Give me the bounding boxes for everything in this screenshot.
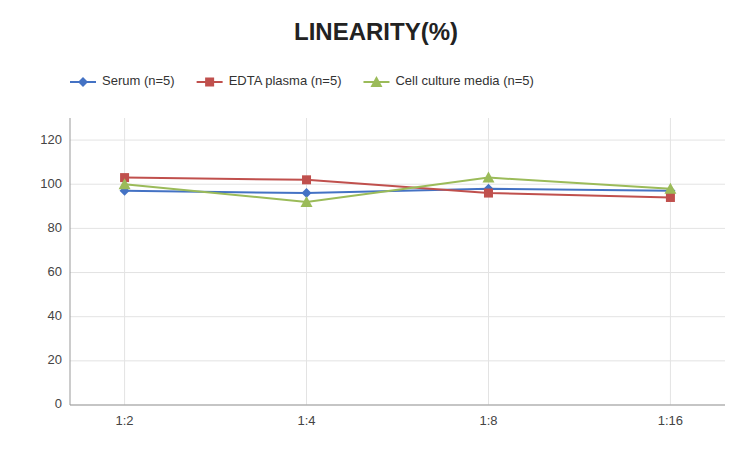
y-tick-label: 40 — [48, 308, 62, 323]
grid — [70, 118, 725, 405]
x-tick-label: 1:8 — [479, 413, 497, 428]
x-tick-label: 1:16 — [658, 413, 683, 428]
grid-line-x — [124, 118, 125, 405]
legend-label: EDTA plasma (n=5) — [229, 73, 342, 88]
grid-line-y — [70, 316, 725, 317]
grid-line-x — [488, 118, 489, 405]
point-marker — [484, 189, 493, 198]
point-marker — [119, 178, 131, 189]
series — [119, 172, 677, 207]
legend-item: EDTA plasma (n=5) — [197, 73, 342, 88]
series-line — [125, 178, 671, 202]
series — [120, 173, 675, 202]
grid-line-y — [70, 140, 725, 141]
legend-swatch-marker — [370, 76, 382, 87]
point-marker — [301, 196, 313, 207]
grid-line-y — [70, 184, 725, 185]
legend-label: Serum (n=5) — [102, 73, 175, 88]
legend-item: Serum (n=5) — [70, 73, 175, 88]
y-tick-label: 100 — [40, 176, 62, 191]
y-tick-label: 20 — [48, 352, 62, 367]
point-marker — [482, 172, 494, 183]
chart: LINEARITY(%) 0 20 40 60 80 100 120 1:2 1:4 1:8 1:16… — [0, 0, 752, 451]
x-tick-label: 1:4 — [297, 413, 315, 428]
y-tick-label: 0 — [55, 396, 62, 411]
legend-swatch-marker — [205, 78, 214, 87]
legend-label: Cell culture media (n=5) — [395, 73, 533, 88]
series-line — [125, 178, 671, 198]
grid-line-y — [70, 228, 725, 229]
point-marker — [666, 193, 675, 202]
x-axis-line — [70, 405, 725, 406]
grid-line-y — [70, 405, 725, 406]
grid-line-y — [70, 272, 725, 273]
grid-line-x — [306, 118, 307, 405]
grid-line-y — [70, 360, 725, 361]
grid-line-x — [670, 118, 671, 405]
legend-swatch-marker — [78, 77, 88, 87]
title: LINEARITY(%) — [294, 18, 458, 45]
y-tick-label: 120 — [40, 132, 62, 147]
y-tick-label: 80 — [48, 220, 62, 235]
data-area — [119, 172, 677, 207]
point-marker — [302, 175, 311, 184]
legend: Serum (n=5) EDTA plasma (n=5) Cell culture… — [70, 73, 534, 88]
y-axis-line — [70, 118, 71, 405]
y-tick-label: 60 — [48, 264, 62, 279]
point-marker — [664, 183, 676, 194]
legend-item: Cell culture media (n=5) — [363, 73, 533, 88]
x-tick-label: 1:2 — [116, 413, 134, 428]
